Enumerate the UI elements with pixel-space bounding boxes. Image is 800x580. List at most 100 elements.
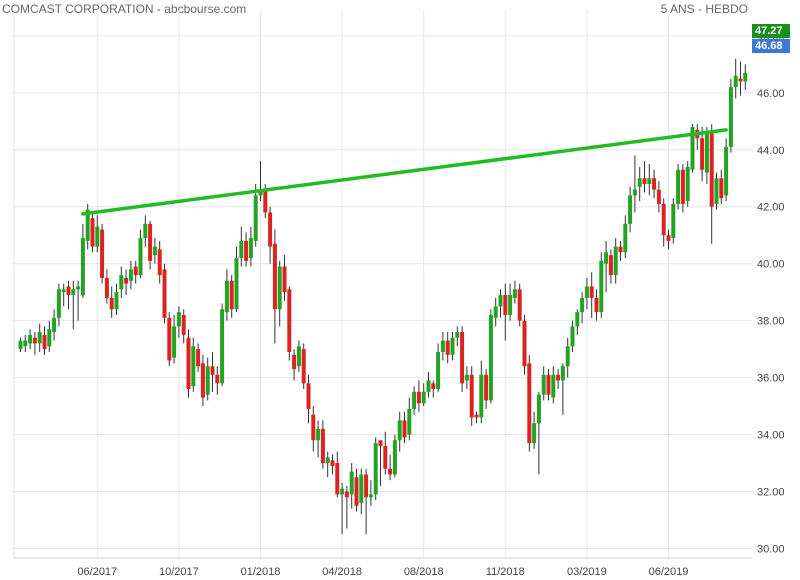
last-high-price-tag: 47.27 (752, 24, 790, 38)
candle-body (440, 340, 445, 352)
candle (287, 286, 292, 361)
candle (258, 161, 263, 202)
last-close-price-tag: 46.68 (752, 39, 790, 53)
candle-body (704, 132, 709, 173)
candle (652, 169, 657, 199)
candle-body (176, 312, 181, 327)
candle-body (296, 346, 301, 367)
candle (47, 320, 52, 352)
y-tick-label: 30.00 (757, 544, 785, 556)
candle (474, 411, 479, 424)
candle (359, 468, 364, 515)
candle (402, 411, 407, 444)
candle (205, 357, 210, 401)
candle-body (733, 75, 738, 88)
candle-body (426, 380, 431, 392)
candle (570, 320, 575, 352)
candle-body (325, 457, 330, 464)
candle (167, 312, 172, 367)
candle (599, 252, 604, 318)
candle (508, 283, 513, 321)
candle-body (248, 238, 253, 259)
candle-body (18, 340, 23, 350)
candle (541, 366, 546, 401)
candle-body (613, 246, 618, 276)
candle (292, 349, 297, 381)
candle-body (647, 178, 652, 184)
candle (503, 283, 508, 341)
candle-body (148, 223, 153, 261)
candle-body (181, 314, 186, 335)
candle (56, 283, 61, 327)
candle (306, 374, 311, 424)
candle-body (23, 340, 28, 347)
candle-body (484, 374, 489, 401)
candle (186, 329, 191, 398)
candle-body (719, 178, 724, 199)
x-tick-label: 04/2018 (322, 566, 362, 578)
candle (373, 437, 378, 501)
candle-body (661, 203, 666, 236)
candle (584, 277, 589, 310)
candle-body (90, 218, 95, 247)
x-tick-label: 06/2017 (77, 566, 117, 578)
candle (498, 289, 503, 318)
candle-body (119, 275, 124, 290)
candle (455, 326, 460, 347)
candle-body (536, 394, 541, 424)
candle-body (76, 286, 81, 290)
candle-body (690, 126, 695, 170)
candle (700, 126, 705, 182)
candle-body (167, 317, 172, 361)
candle-body (551, 374, 556, 398)
candle-body (143, 223, 148, 239)
candle (104, 269, 109, 304)
candle (253, 183, 258, 247)
candle-body (666, 235, 671, 241)
candle-body (71, 289, 76, 296)
candle (128, 260, 133, 290)
candle-body (680, 169, 685, 204)
candle (114, 283, 119, 315)
candle-body (421, 391, 426, 404)
candle (239, 226, 244, 267)
candle-body (599, 260, 604, 313)
candle (536, 391, 541, 475)
candle (28, 329, 33, 350)
candle-body (272, 243, 277, 310)
candle (272, 229, 277, 344)
candles (18, 58, 748, 535)
y-tick-label: 46.00 (757, 88, 785, 100)
candle (76, 280, 81, 321)
candle-body (652, 178, 657, 190)
candle-body (474, 414, 479, 418)
candle-body (138, 238, 143, 276)
candle (450, 332, 455, 361)
x-tick-label: 11/2018 (486, 566, 525, 578)
candle-body (642, 178, 647, 184)
candle-body (527, 363, 532, 444)
candle-body (522, 320, 527, 367)
candle (392, 434, 397, 478)
candle (728, 78, 733, 153)
candle (234, 246, 239, 313)
candle-body (335, 463, 340, 495)
candle-body (253, 195, 258, 241)
candle-body (330, 460, 335, 466)
candle-body (306, 383, 311, 409)
candle-body (656, 189, 661, 204)
candle-body (700, 138, 705, 170)
candle (133, 260, 138, 284)
candle (296, 340, 301, 372)
candle-body (244, 240, 249, 261)
candle-body (469, 374, 474, 418)
candle-body (133, 266, 138, 276)
candle-body (239, 240, 244, 259)
candle-body (292, 354, 297, 370)
candle (109, 286, 114, 318)
candle (594, 289, 599, 321)
candle (479, 360, 484, 424)
candle-body (685, 166, 690, 202)
candle (325, 451, 330, 478)
candle-body (632, 189, 637, 196)
